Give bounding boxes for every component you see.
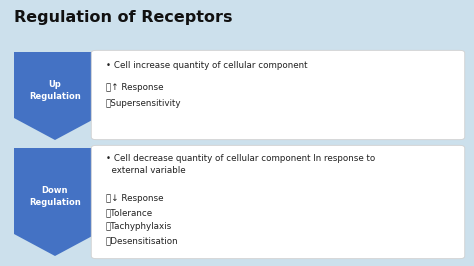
FancyBboxPatch shape xyxy=(91,50,465,140)
Text: ⓘTolerance: ⓘTolerance xyxy=(106,208,153,217)
Text: ⓘDesensitisation: ⓘDesensitisation xyxy=(106,236,179,245)
Text: • Cell decrease quantity of cellular component In response to
  external variabl: • Cell decrease quantity of cellular com… xyxy=(106,154,375,175)
Text: ⓘTachyphylaxis: ⓘTachyphylaxis xyxy=(106,222,172,231)
Text: ⓘ↓ Response: ⓘ↓ Response xyxy=(106,194,164,203)
Text: ⓘSupersensitivity: ⓘSupersensitivity xyxy=(106,99,182,108)
Text: Regulation of Receptors: Regulation of Receptors xyxy=(14,10,233,25)
Text: Down
Regulation: Down Regulation xyxy=(29,186,81,207)
Text: ⓘ↑ Response: ⓘ↑ Response xyxy=(106,83,164,92)
FancyBboxPatch shape xyxy=(91,145,465,259)
Polygon shape xyxy=(14,52,96,140)
Text: • Cell increase quantity of cellular component: • Cell increase quantity of cellular com… xyxy=(106,61,308,70)
Polygon shape xyxy=(14,148,96,256)
Text: Up
Regulation: Up Regulation xyxy=(29,80,81,101)
